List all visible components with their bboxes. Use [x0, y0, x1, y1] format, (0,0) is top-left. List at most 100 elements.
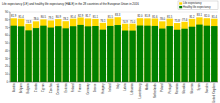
bar	[204, 26, 210, 82]
x-tick-label: Portugal	[168, 83, 172, 93]
bar	[11, 18, 17, 82]
x-tick-label: Luxembourg	[138, 83, 142, 98]
bar	[211, 26, 217, 82]
bar	[77, 18, 83, 82]
data-label: 78.2	[63, 17, 69, 21]
x-tick-label: Hungary	[101, 83, 105, 94]
x-tick-label: Lithuania	[130, 83, 134, 94]
data-label: 74.9	[123, 20, 129, 24]
bar	[85, 26, 91, 82]
x-tick-label: Germany	[86, 83, 90, 95]
x-tick-label: France	[78, 83, 82, 92]
bar	[70, 19, 76, 82]
data-label: 78.0	[33, 17, 39, 21]
legend-swatch	[179, 6, 182, 8]
x-axis	[10, 82, 218, 83]
bar	[25, 30, 31, 82]
x-tick-label: Croatia	[34, 83, 38, 92]
data-label: 81.7	[85, 14, 91, 18]
data-label: 75.0	[130, 20, 136, 24]
legend-label: Healthy life expectancy	[183, 5, 211, 9]
bar	[196, 25, 202, 82]
x-tick-label: Italy	[116, 83, 120, 89]
bar	[122, 31, 128, 82]
x-tick-label: Latvia	[123, 83, 127, 91]
bar	[174, 23, 180, 82]
data-label: 81.4	[71, 15, 77, 19]
x-tick-label: Ireland	[108, 83, 112, 92]
x-tick-label: Czechia	[49, 83, 53, 93]
legend	[178, 1, 218, 10]
data-label: 76.1	[100, 19, 106, 23]
bar	[181, 22, 187, 82]
data-label: 80.9	[56, 15, 62, 19]
data-label: 83.3	[115, 13, 121, 17]
chart: 010203040506070809081.981.474.878.080.57…	[0, 0, 220, 103]
bar	[48, 20, 54, 82]
x-tick-label: Denmark	[56, 83, 60, 95]
bar	[100, 23, 106, 82]
bar	[115, 25, 121, 82]
bar	[63, 28, 69, 82]
x-tick-label: Romania	[175, 83, 179, 94]
data-label: 78.0	[160, 17, 166, 21]
y-tick-label: 40	[5, 49, 9, 53]
bar	[129, 24, 135, 82]
bar	[33, 28, 39, 82]
bar	[77, 25, 83, 82]
data-label: 77.4	[182, 18, 188, 22]
bar	[33, 21, 39, 82]
bar	[144, 18, 150, 82]
data-label: 81.1	[93, 15, 99, 19]
bar	[137, 18, 143, 82]
x-tick-label: Estonia	[64, 83, 68, 92]
data-label: 82.0	[204, 14, 210, 18]
bar	[129, 31, 135, 82]
bar	[70, 26, 76, 82]
title: Life expectancy (LE) and healthy life ex…	[2, 2, 139, 6]
bar	[159, 21, 165, 82]
y-axis	[10, 12, 11, 82]
y-tick-label: 30	[5, 57, 9, 61]
bar	[100, 30, 106, 82]
bar	[152, 19, 158, 82]
y-tick-label: 80	[5, 18, 9, 22]
data-label: 79.1	[48, 16, 54, 20]
bar	[85, 18, 91, 82]
y-tick-label: 0	[6, 80, 8, 84]
bar	[167, 19, 173, 82]
bar	[40, 19, 46, 82]
x-tick-label: Cyprus	[41, 83, 45, 92]
data-label: 81.5	[167, 15, 173, 19]
bar	[55, 26, 61, 82]
x-tick-label: Netherlands	[153, 83, 157, 98]
x-tick-label: Spain	[197, 83, 201, 90]
bar	[144, 26, 150, 82]
x-tick-label: Austria	[12, 83, 16, 92]
x-tick-label: Greece	[93, 83, 97, 92]
bar	[189, 27, 195, 82]
bar	[122, 24, 128, 82]
bar	[167, 26, 173, 82]
y-tick-label: 20	[5, 64, 9, 68]
bar	[204, 18, 210, 82]
data-label: 81.9	[11, 14, 17, 18]
x-tick-label: Finland	[71, 83, 75, 92]
x-tick-label: Slovenia	[190, 83, 194, 94]
x-tick-label: Belgium	[19, 83, 23, 93]
bar	[189, 19, 195, 82]
bar	[11, 26, 17, 82]
x-tick-label: United Kingdom	[212, 83, 216, 103]
data-label: 81.4	[19, 15, 25, 19]
y-tick-label: 70	[5, 26, 9, 30]
x-tick-label: Slovakia	[182, 83, 186, 94]
bar	[107, 19, 113, 82]
data-label: 74.8	[26, 20, 32, 24]
bar	[159, 29, 165, 82]
y-tick-label: 60	[5, 33, 9, 37]
x-tick-label: Sweden	[205, 83, 209, 93]
bar	[40, 26, 46, 82]
bars	[11, 17, 218, 82]
legend-label: Life expectancy	[183, 1, 202, 5]
y-tick-label: 90	[5, 10, 9, 14]
